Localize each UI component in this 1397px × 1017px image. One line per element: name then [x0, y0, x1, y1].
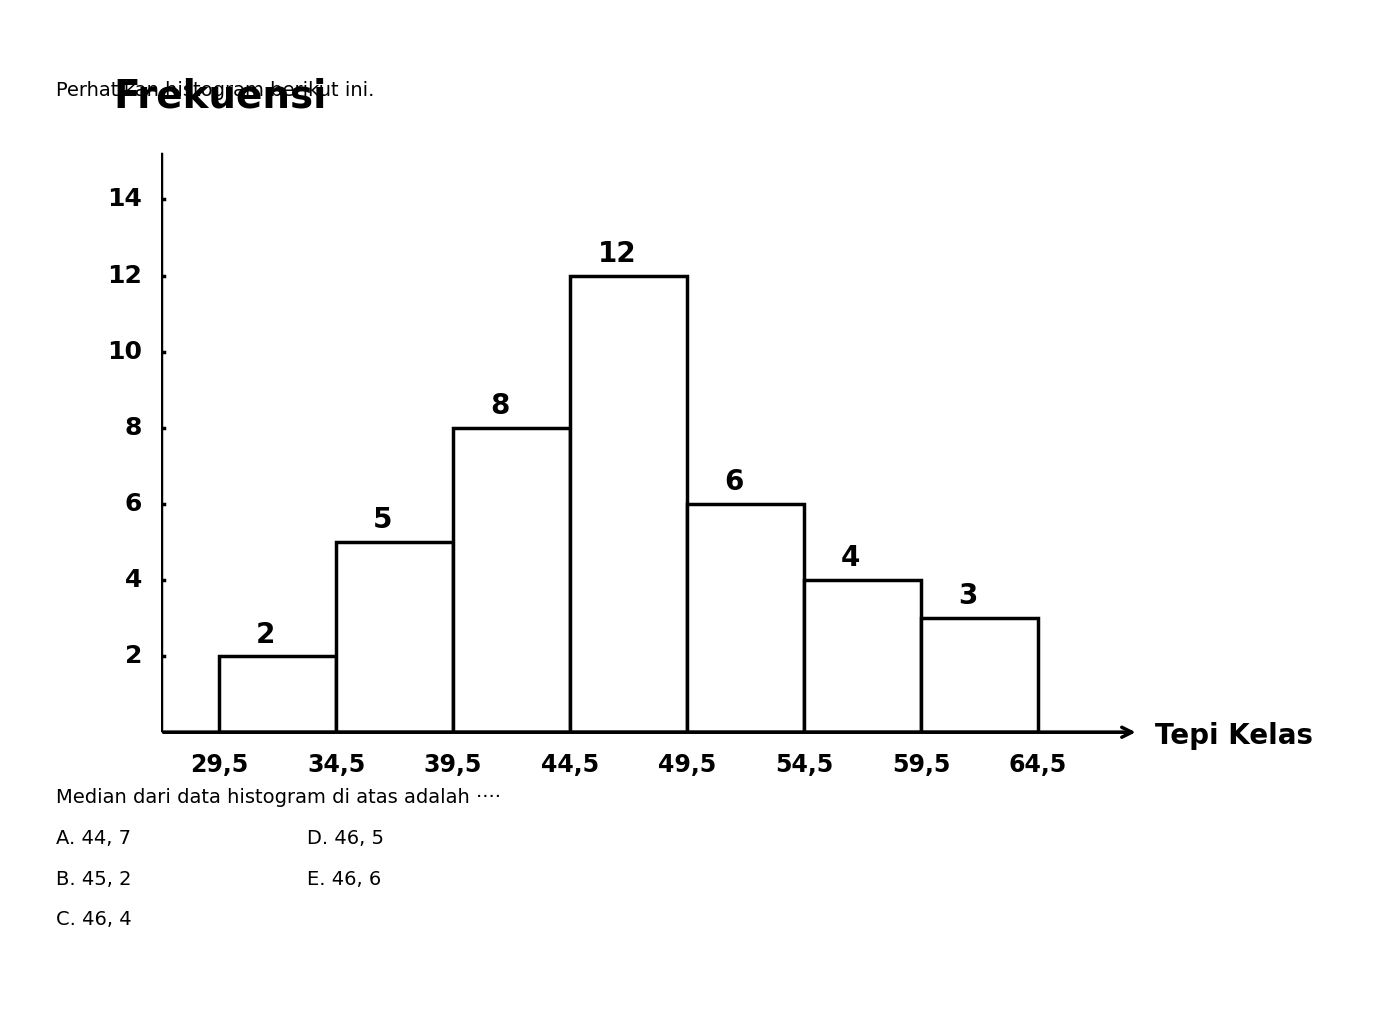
Text: Median dari data histogram di atas adalah ····: Median dari data histogram di atas adala… — [56, 788, 502, 807]
Text: B. 45, 2: B. 45, 2 — [56, 870, 131, 889]
Text: Frekuensi: Frekuensi — [115, 77, 327, 116]
Text: C. 46, 4: C. 46, 4 — [56, 910, 131, 930]
Text: 4: 4 — [124, 569, 142, 592]
Text: 12: 12 — [108, 263, 142, 288]
Bar — [570, 276, 687, 732]
Text: 2: 2 — [256, 620, 275, 649]
Text: 64,5: 64,5 — [1009, 754, 1067, 777]
Bar — [219, 656, 337, 732]
Bar — [337, 542, 453, 732]
Text: D. 46, 5: D. 46, 5 — [307, 829, 384, 848]
Text: 8: 8 — [490, 393, 510, 420]
Text: 12: 12 — [598, 240, 636, 267]
Text: 5: 5 — [373, 506, 393, 534]
Text: Perhatikan histogram berikut ini.: Perhatikan histogram berikut ini. — [56, 81, 374, 101]
Bar — [803, 580, 921, 732]
Text: 6: 6 — [724, 468, 743, 496]
Bar — [453, 428, 570, 732]
Text: 6: 6 — [124, 492, 142, 516]
Text: 49,5: 49,5 — [658, 754, 717, 777]
Text: 59,5: 59,5 — [891, 754, 950, 777]
Bar — [921, 618, 1038, 732]
Text: 8: 8 — [124, 416, 142, 439]
Text: E. 46, 6: E. 46, 6 — [307, 870, 381, 889]
Bar — [687, 503, 803, 732]
Text: A. 44, 7: A. 44, 7 — [56, 829, 131, 848]
Text: 29,5: 29,5 — [190, 754, 249, 777]
Text: 44,5: 44,5 — [541, 754, 599, 777]
Text: 14: 14 — [108, 187, 142, 212]
Text: 4: 4 — [841, 544, 861, 573]
Text: Tepi Kelas: Tepi Kelas — [1155, 722, 1313, 751]
Text: 54,5: 54,5 — [775, 754, 833, 777]
Text: 34,5: 34,5 — [307, 754, 365, 777]
Text: 2: 2 — [124, 644, 142, 668]
Text: 3: 3 — [958, 583, 978, 610]
Text: 10: 10 — [108, 340, 142, 364]
Text: 39,5: 39,5 — [423, 754, 482, 777]
